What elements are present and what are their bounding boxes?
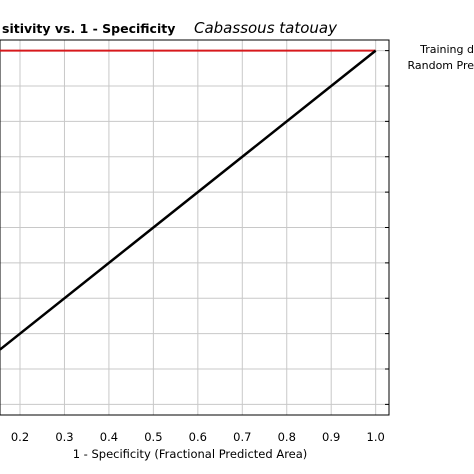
legend-entry: Training d <box>419 43 474 56</box>
x-tick-label: 0.6 <box>189 430 207 444</box>
legend: Training d Random Pre <box>407 43 474 72</box>
plot-area <box>0 39 390 416</box>
grid-lines <box>0 40 389 415</box>
x-tick-label: 0.7 <box>233 430 251 444</box>
x-tick-label: 1.0 <box>367 430 385 444</box>
legend-entry: Random Pre <box>407 59 474 72</box>
x-tick-label: 0.2 <box>11 430 29 444</box>
series-line-random <box>0 49 377 351</box>
x-tick-label: 0.3 <box>55 430 73 444</box>
x-tick-label: 0.9 <box>322 430 340 444</box>
x-tick-label: 0.5 <box>144 430 162 444</box>
chart-title: sitivity vs. 1 - Specificity <box>2 21 175 36</box>
x-tick-label: 0.8 <box>278 430 296 444</box>
x-tick-label: 0.4 <box>100 430 118 444</box>
x-tick-labels: 0.2 0.3 0.4 0.5 0.6 0.7 0.8 0.9 1.0 <box>11 430 385 444</box>
series-layer <box>0 49 377 351</box>
chart-subtitle: Cabassous tatouay <box>194 19 338 37</box>
x-axis-label: 1 - Specificity (Fractional Predicted Ar… <box>73 447 308 461</box>
